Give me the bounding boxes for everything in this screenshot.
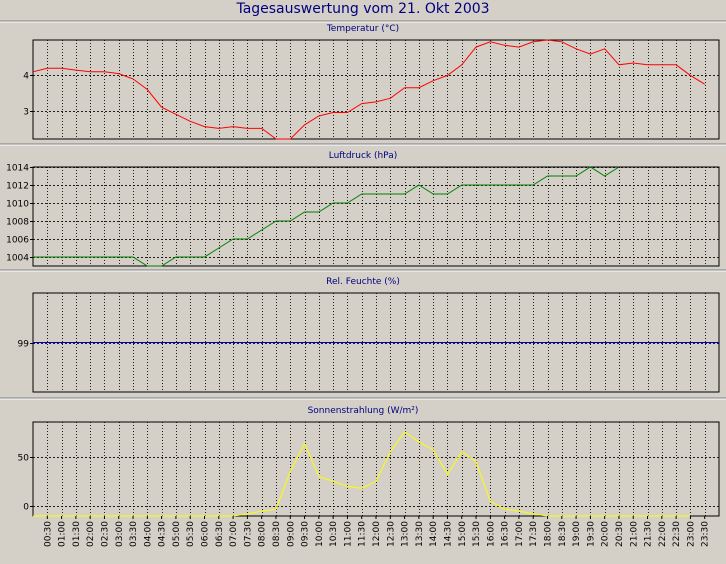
- x-tick-label: 19:00: [572, 521, 582, 547]
- y-tick-label: 99: [18, 340, 30, 350]
- x-tick-label: 17:30: [529, 521, 539, 547]
- x-tick-label: 04:30: [158, 521, 168, 547]
- x-tick-label: 05:00: [172, 521, 182, 547]
- x-tick-label: 18:30: [558, 521, 568, 547]
- y-tick-label: 1012: [6, 182, 29, 192]
- chart-panel-3: Sonnenstrahlung (W/m²) 0 50: [0, 397, 726, 517]
- x-tick-label: 16:00: [486, 521, 496, 547]
- x-tick-label: 00:30: [43, 521, 53, 547]
- y-tick-label: 50: [18, 454, 30, 464]
- x-tick-label: 22:30: [672, 521, 682, 547]
- x-tick-label: 02:30: [100, 521, 110, 547]
- x-tick-label: 01:30: [72, 521, 82, 547]
- x-tick-label: 10:00: [315, 521, 325, 547]
- x-tick-label: 11:00: [343, 521, 353, 547]
- x-tick-label: 10:30: [329, 521, 339, 547]
- x-tick-label: 23:00: [686, 521, 696, 547]
- x-tick-label: 07:30: [243, 521, 253, 547]
- y-tick-label: 1008: [6, 218, 29, 228]
- x-tick-label: 14:30: [443, 521, 453, 547]
- y-tick-label: 1006: [6, 236, 29, 246]
- x-tick-label: 08:30: [272, 521, 282, 547]
- y-tick-label: 1014: [6, 164, 29, 174]
- x-tick-label: 13:00: [401, 521, 411, 547]
- y-tick-label: 1004: [6, 254, 29, 264]
- x-axis: 00:30 01:00 01:30 02:00 02:30 03:00 03:30 04:00…: [43, 516, 711, 547]
- y-tick-label: 0: [23, 503, 29, 513]
- series-line: [33, 166, 620, 267]
- y-tick-label: 1010: [6, 200, 29, 210]
- x-tick-label: 03:00: [115, 521, 125, 547]
- chart-panel-0: Temperatur (°C) 3 4: [0, 20, 726, 140]
- x-tick-label: 17:00: [515, 521, 525, 547]
- x-tick-label: 11:30: [358, 521, 368, 547]
- x-tick-label: 01:00: [58, 521, 68, 547]
- x-tick-label: 15:30: [472, 521, 482, 547]
- x-tick-label: 21:30: [644, 521, 654, 547]
- x-tick-label: 21:00: [629, 521, 639, 547]
- x-tick-label: 22:00: [658, 521, 668, 547]
- x-tick-label: 15:00: [458, 521, 468, 547]
- y-tick-label: 4: [23, 72, 29, 82]
- x-tick-label: 03:30: [129, 521, 139, 547]
- x-tick-label: 05:30: [186, 521, 196, 547]
- window-title: Tagesauswertung vom 21. Okt 2003: [236, 1, 490, 17]
- chart-title: Temperatur (°C): [326, 24, 399, 34]
- plot-area: [32, 166, 720, 267]
- x-tick-label: 04:00: [143, 521, 153, 547]
- x-tick-label: 06:00: [201, 521, 211, 547]
- chart-panel-1: Luftdruck (hPa) 1004 1006 1008 1010 1012 1014: [0, 143, 726, 267]
- x-tick-label: 18:00: [544, 521, 554, 547]
- x-tick-label: 02:00: [86, 521, 96, 547]
- x-tick-label: 20:30: [615, 521, 625, 547]
- chart-title: Luftdruck (hPa): [329, 151, 398, 161]
- plot-area: [32, 421, 720, 517]
- x-tick-label: 19:30: [586, 521, 596, 547]
- series-line: [32, 39, 705, 140]
- chart-title: Sonnenstrahlung (W/m²): [308, 406, 419, 416]
- chart-title: Rel. Feuchte (%): [326, 277, 400, 287]
- x-tick-label: 09:00: [286, 521, 296, 547]
- series-line: [33, 431, 691, 517]
- x-tick-label: 13:30: [415, 521, 425, 547]
- x-tick-label: 08:00: [258, 521, 268, 547]
- x-tick-label: 12:00: [372, 521, 382, 547]
- x-tick-label: 23:30: [701, 521, 711, 547]
- y-tick-label: 3: [23, 108, 29, 118]
- x-tick-label: 09:30: [301, 521, 311, 547]
- chart-panel-2: Rel. Feuchte (%) 99: [0, 269, 726, 393]
- x-tick-label: 20:00: [601, 521, 611, 547]
- x-tick-label: 07:00: [229, 521, 239, 547]
- x-tick-label: 06:30: [215, 521, 225, 547]
- x-tick-label: 12:30: [386, 521, 396, 547]
- x-tick-label: 14:00: [429, 521, 439, 547]
- x-tick-label: 16:30: [501, 521, 511, 547]
